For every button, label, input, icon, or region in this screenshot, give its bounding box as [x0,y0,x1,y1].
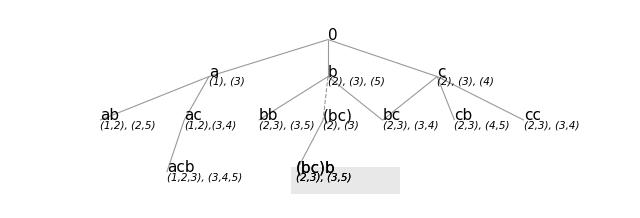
Text: (2,3), (3,5): (2,3), (3,5) [259,120,314,130]
Text: 0: 0 [328,28,338,43]
Text: (1,2),(3,4): (1,2),(3,4) [184,120,236,130]
Text: b: b [328,65,338,80]
Text: (2,3), (3,4): (2,3), (3,4) [524,120,579,130]
Text: (2,3), (3,5): (2,3), (3,5) [296,172,351,182]
Text: ab: ab [100,108,119,123]
Text: (1,2,3), (3,4,5): (1,2,3), (3,4,5) [167,172,242,182]
Text: a: a [209,65,218,80]
Text: (1,2), (2,5): (1,2), (2,5) [100,120,156,130]
Text: (bc): (bc) [323,108,353,123]
Text: (2), (3), (5): (2), (3), (5) [328,77,385,87]
Bar [291,167,400,196]
Text: (1), (3): (1), (3) [209,77,244,87]
Text: (2,3), (4,5): (2,3), (4,5) [454,120,510,130]
Text: acb: acb [167,160,195,175]
Text: (2,3), (3,5): (2,3), (3,5) [296,172,351,182]
Text: (bc)b: (bc)b [296,160,335,175]
Text: c: c [437,65,445,80]
Text: (2), (3): (2), (3) [323,120,359,130]
Text: bc: bc [383,108,401,123]
Text: ac: ac [184,108,202,123]
Text: (bc)b: (bc)b [296,160,335,175]
Text: (2), (3), (4): (2), (3), (4) [437,77,494,87]
Text: cb: cb [454,108,473,123]
Text: cc: cc [524,108,541,123]
Text: (2,3), (3,4): (2,3), (3,4) [383,120,438,130]
Text: bb: bb [259,108,278,123]
